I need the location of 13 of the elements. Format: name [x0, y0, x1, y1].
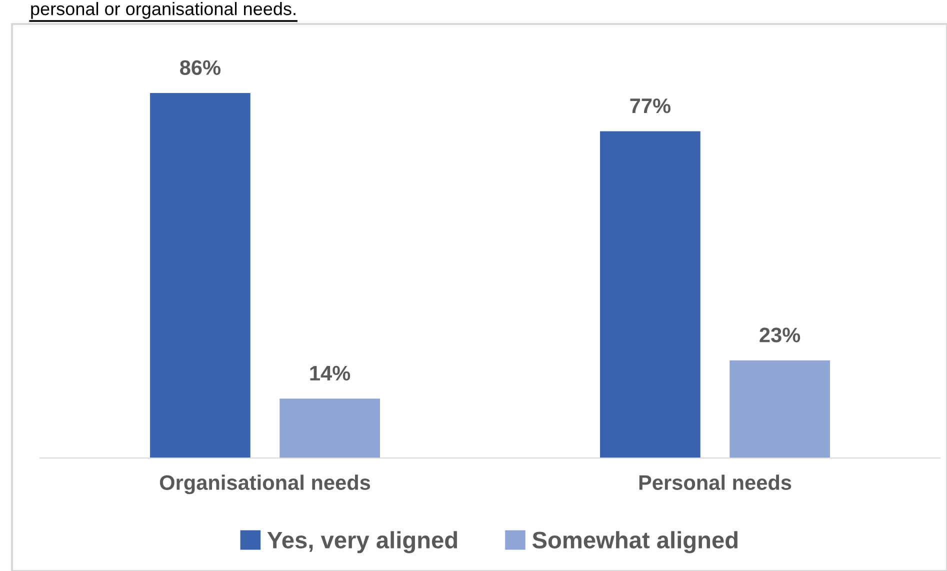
- text: personal or organisational needs.: [31, 2, 296, 19]
- data-label: 23%: [760, 328, 800, 342]
- bar: [600, 131, 700, 458]
- legend-label: Yes, very aligned: [267, 531, 458, 554]
- x-tick-label: Personal needs: [639, 474, 792, 490]
- data-label: 86%: [180, 60, 220, 75]
- bar: [280, 398, 380, 458]
- legend-label: Somewhat aligned: [532, 531, 738, 554]
- data-label: 14%: [310, 366, 350, 381]
- bar: [730, 360, 830, 458]
- data-label: 77%: [630, 98, 670, 114]
- bar: [150, 93, 250, 458]
- x-tick-label: Organisational needs: [160, 474, 370, 494]
